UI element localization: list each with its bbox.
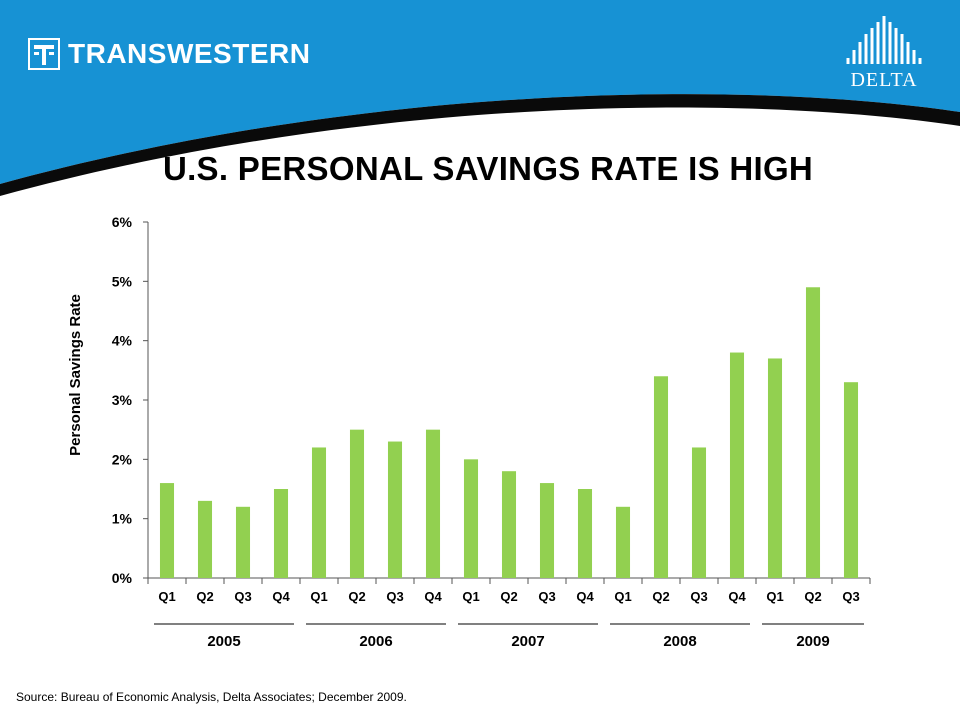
brand-logo: TRANSWESTERN	[28, 38, 310, 70]
bar	[843, 382, 859, 578]
bar	[159, 483, 175, 578]
bar	[273, 489, 289, 578]
source-note: Source: Bureau of Economic Analysis, Del…	[16, 690, 407, 704]
header-blue-band	[0, 0, 960, 184]
year-group-label: 2007	[511, 633, 544, 650]
bar	[349, 429, 365, 578]
x-tick-label: Q2	[652, 589, 669, 604]
bar	[767, 358, 783, 578]
year-group-label: 2008	[663, 633, 696, 650]
bar	[653, 376, 669, 578]
x-tick-label: Q1	[462, 589, 479, 604]
bar	[387, 441, 403, 578]
bar	[691, 447, 707, 578]
x-tick-label: Q4	[728, 589, 746, 604]
x-tick-label: Q4	[272, 589, 290, 604]
bar	[501, 471, 517, 578]
bar	[729, 352, 745, 578]
header-banner	[0, 0, 960, 196]
delta-wordmark: DELTA	[850, 69, 917, 91]
bar	[615, 506, 631, 578]
x-tick-label: Q3	[538, 589, 555, 604]
x-tick-label: Q4	[424, 589, 442, 604]
bar	[311, 447, 327, 578]
brand-name: TRANSWESTERN	[68, 38, 311, 69]
x-tick-label: Q3	[234, 589, 251, 604]
x-tick-label: Q3	[842, 589, 859, 604]
brand-mark-icon	[28, 38, 60, 70]
bar	[805, 287, 821, 578]
y-tick-label: 1%	[112, 511, 133, 527]
x-tick-label: Q1	[158, 589, 175, 604]
bar	[197, 500, 213, 578]
bar	[463, 459, 479, 578]
delta-pyramid-icon	[846, 16, 922, 64]
x-tick-label: Q2	[348, 589, 365, 604]
x-tick-label: Q2	[804, 589, 821, 604]
bar	[577, 489, 593, 578]
chart-title: U.S. PERSONAL SAVINGS RATE IS HIGH	[162, 150, 814, 187]
x-tick-label: Q1	[310, 589, 327, 604]
y-tick-label: 6%	[112, 214, 133, 230]
y-tick-label: 3%	[112, 392, 133, 408]
bar	[235, 506, 251, 578]
y-tick-label: 5%	[112, 273, 133, 289]
bar	[425, 429, 441, 578]
x-tick-label: Q4	[576, 589, 594, 604]
x-tick-label: Q3	[690, 589, 707, 604]
x-tick-label: Q2	[196, 589, 213, 604]
y-tick-label: 4%	[112, 333, 133, 349]
year-group-label: 2006	[359, 633, 392, 650]
x-tick-label: Q1	[766, 589, 783, 604]
x-tick-label: Q2	[500, 589, 517, 604]
bar	[539, 483, 555, 578]
header-dark-swoosh	[0, 94, 960, 196]
year-group-label: 2009	[796, 633, 829, 650]
y-tick-label: 0%	[112, 570, 133, 586]
y-axis-title: Personal Savings Rate	[67, 294, 84, 456]
delta-logo: DELTA	[846, 16, 922, 91]
y-tick-label: 2%	[112, 451, 133, 467]
year-group-label: 2005	[207, 633, 240, 650]
x-tick-label: Q3	[386, 589, 403, 604]
x-tick-label: Q1	[614, 589, 631, 604]
